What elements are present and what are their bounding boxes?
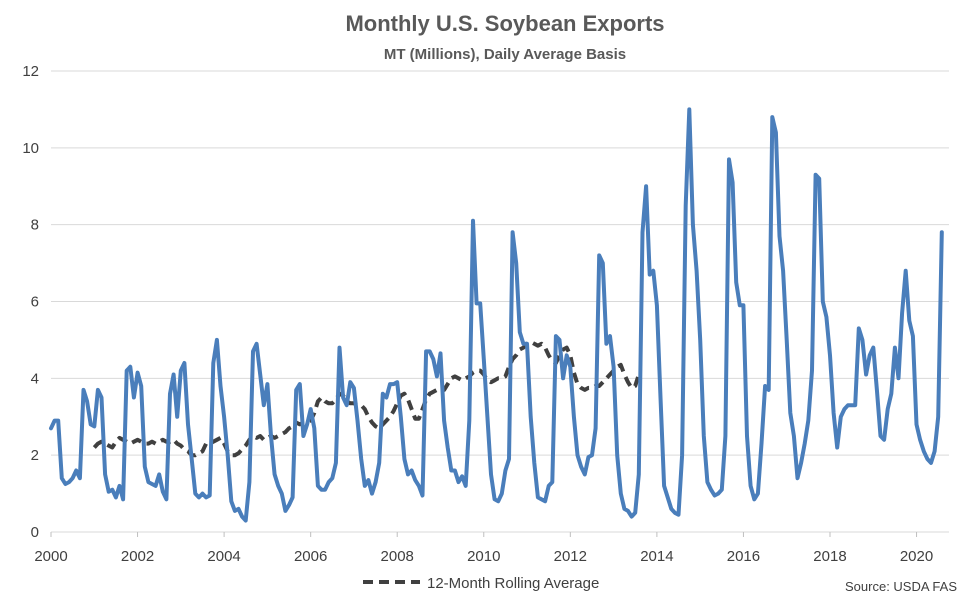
x-tick-label: 2018	[813, 548, 846, 565]
series-line-rolling-average	[92, 339, 641, 458]
y-tick-label: 10	[22, 140, 39, 157]
y-tick-label: 2	[31, 447, 39, 464]
x-tick-label: 2008	[381, 548, 414, 565]
plot-area	[49, 107, 944, 523]
source-note: Source: USDA FAS	[845, 579, 957, 594]
chart-subtitle: MT (Millions), Daily Average Basis	[384, 46, 626, 63]
legend: 12-Month Rolling Average	[363, 575, 599, 592]
x-tick-label: 2010	[467, 548, 500, 565]
series-line-monthly-exports	[49, 107, 944, 523]
x-axis: 2000 2002 2004 2006 2008 2010 2012 2014 2016 2018…	[34, 532, 933, 565]
y-tick-label: 6	[31, 294, 39, 311]
y-tick-label: 4	[31, 370, 39, 387]
x-tick-label: 2020	[900, 548, 933, 565]
x-tick-label: 2012	[554, 548, 587, 565]
y-axis: 0 2 4 6 8 10 12	[22, 63, 39, 541]
x-tick-label: 2002	[121, 548, 154, 565]
y-tick-label: 0	[31, 524, 39, 541]
x-tick-label: 2014	[640, 548, 673, 565]
x-tick-label: 2006	[294, 548, 327, 565]
chart-title: Monthly U.S. Soybean Exports	[345, 11, 664, 36]
x-tick-label: 2004	[207, 548, 240, 565]
y-tick-label: 12	[22, 63, 39, 80]
x-tick-label: 2016	[727, 548, 760, 565]
y-tick-label: 8	[31, 217, 39, 234]
gridlines	[51, 70, 949, 533]
legend-label-rolling-average: 12-Month Rolling Average	[427, 575, 599, 592]
x-tick-label: 2000	[34, 548, 67, 565]
